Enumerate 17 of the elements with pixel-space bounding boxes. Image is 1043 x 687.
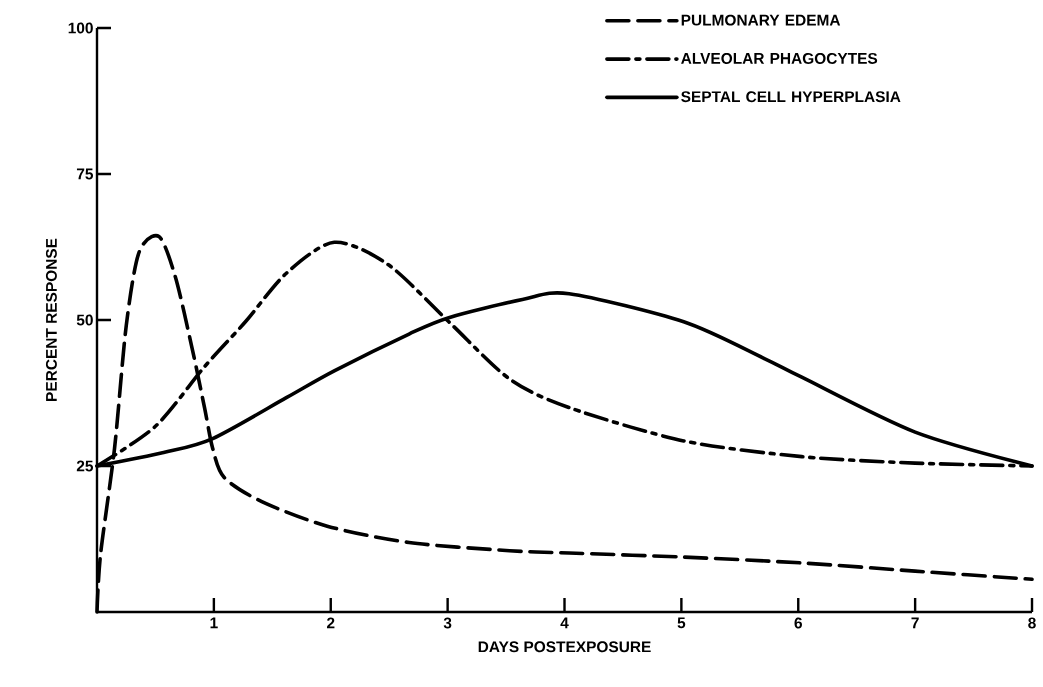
x-tick-label: 4	[560, 617, 569, 629]
y-tick-label: 25	[76, 460, 94, 472]
x-tick-label: 8	[1028, 617, 1036, 629]
x-tick-label: 3	[443, 617, 452, 629]
legend-label: SEPTAL CELL HYPERPLASIA	[681, 91, 901, 103]
x-tick-label: 6	[794, 617, 802, 629]
y-tick-label: 75	[76, 168, 94, 180]
legend-label: ALVEOLAR PHAGOCYTES	[681, 52, 878, 64]
x-tick-label: 5	[677, 617, 686, 629]
x-tick-label: 7	[911, 617, 919, 629]
x-axis-title: DAYS POSTEXPOSURE	[478, 641, 651, 653]
y-tick-label: 100	[68, 22, 93, 34]
x-tick-label: 1	[210, 617, 218, 629]
y-tick-label: 50	[76, 314, 93, 326]
x-tick-label: 2	[326, 617, 335, 629]
legend-label: PULMONARY EDEMA	[681, 14, 841, 26]
y-axis-title: PERCENT RESPONSE	[45, 238, 57, 401]
